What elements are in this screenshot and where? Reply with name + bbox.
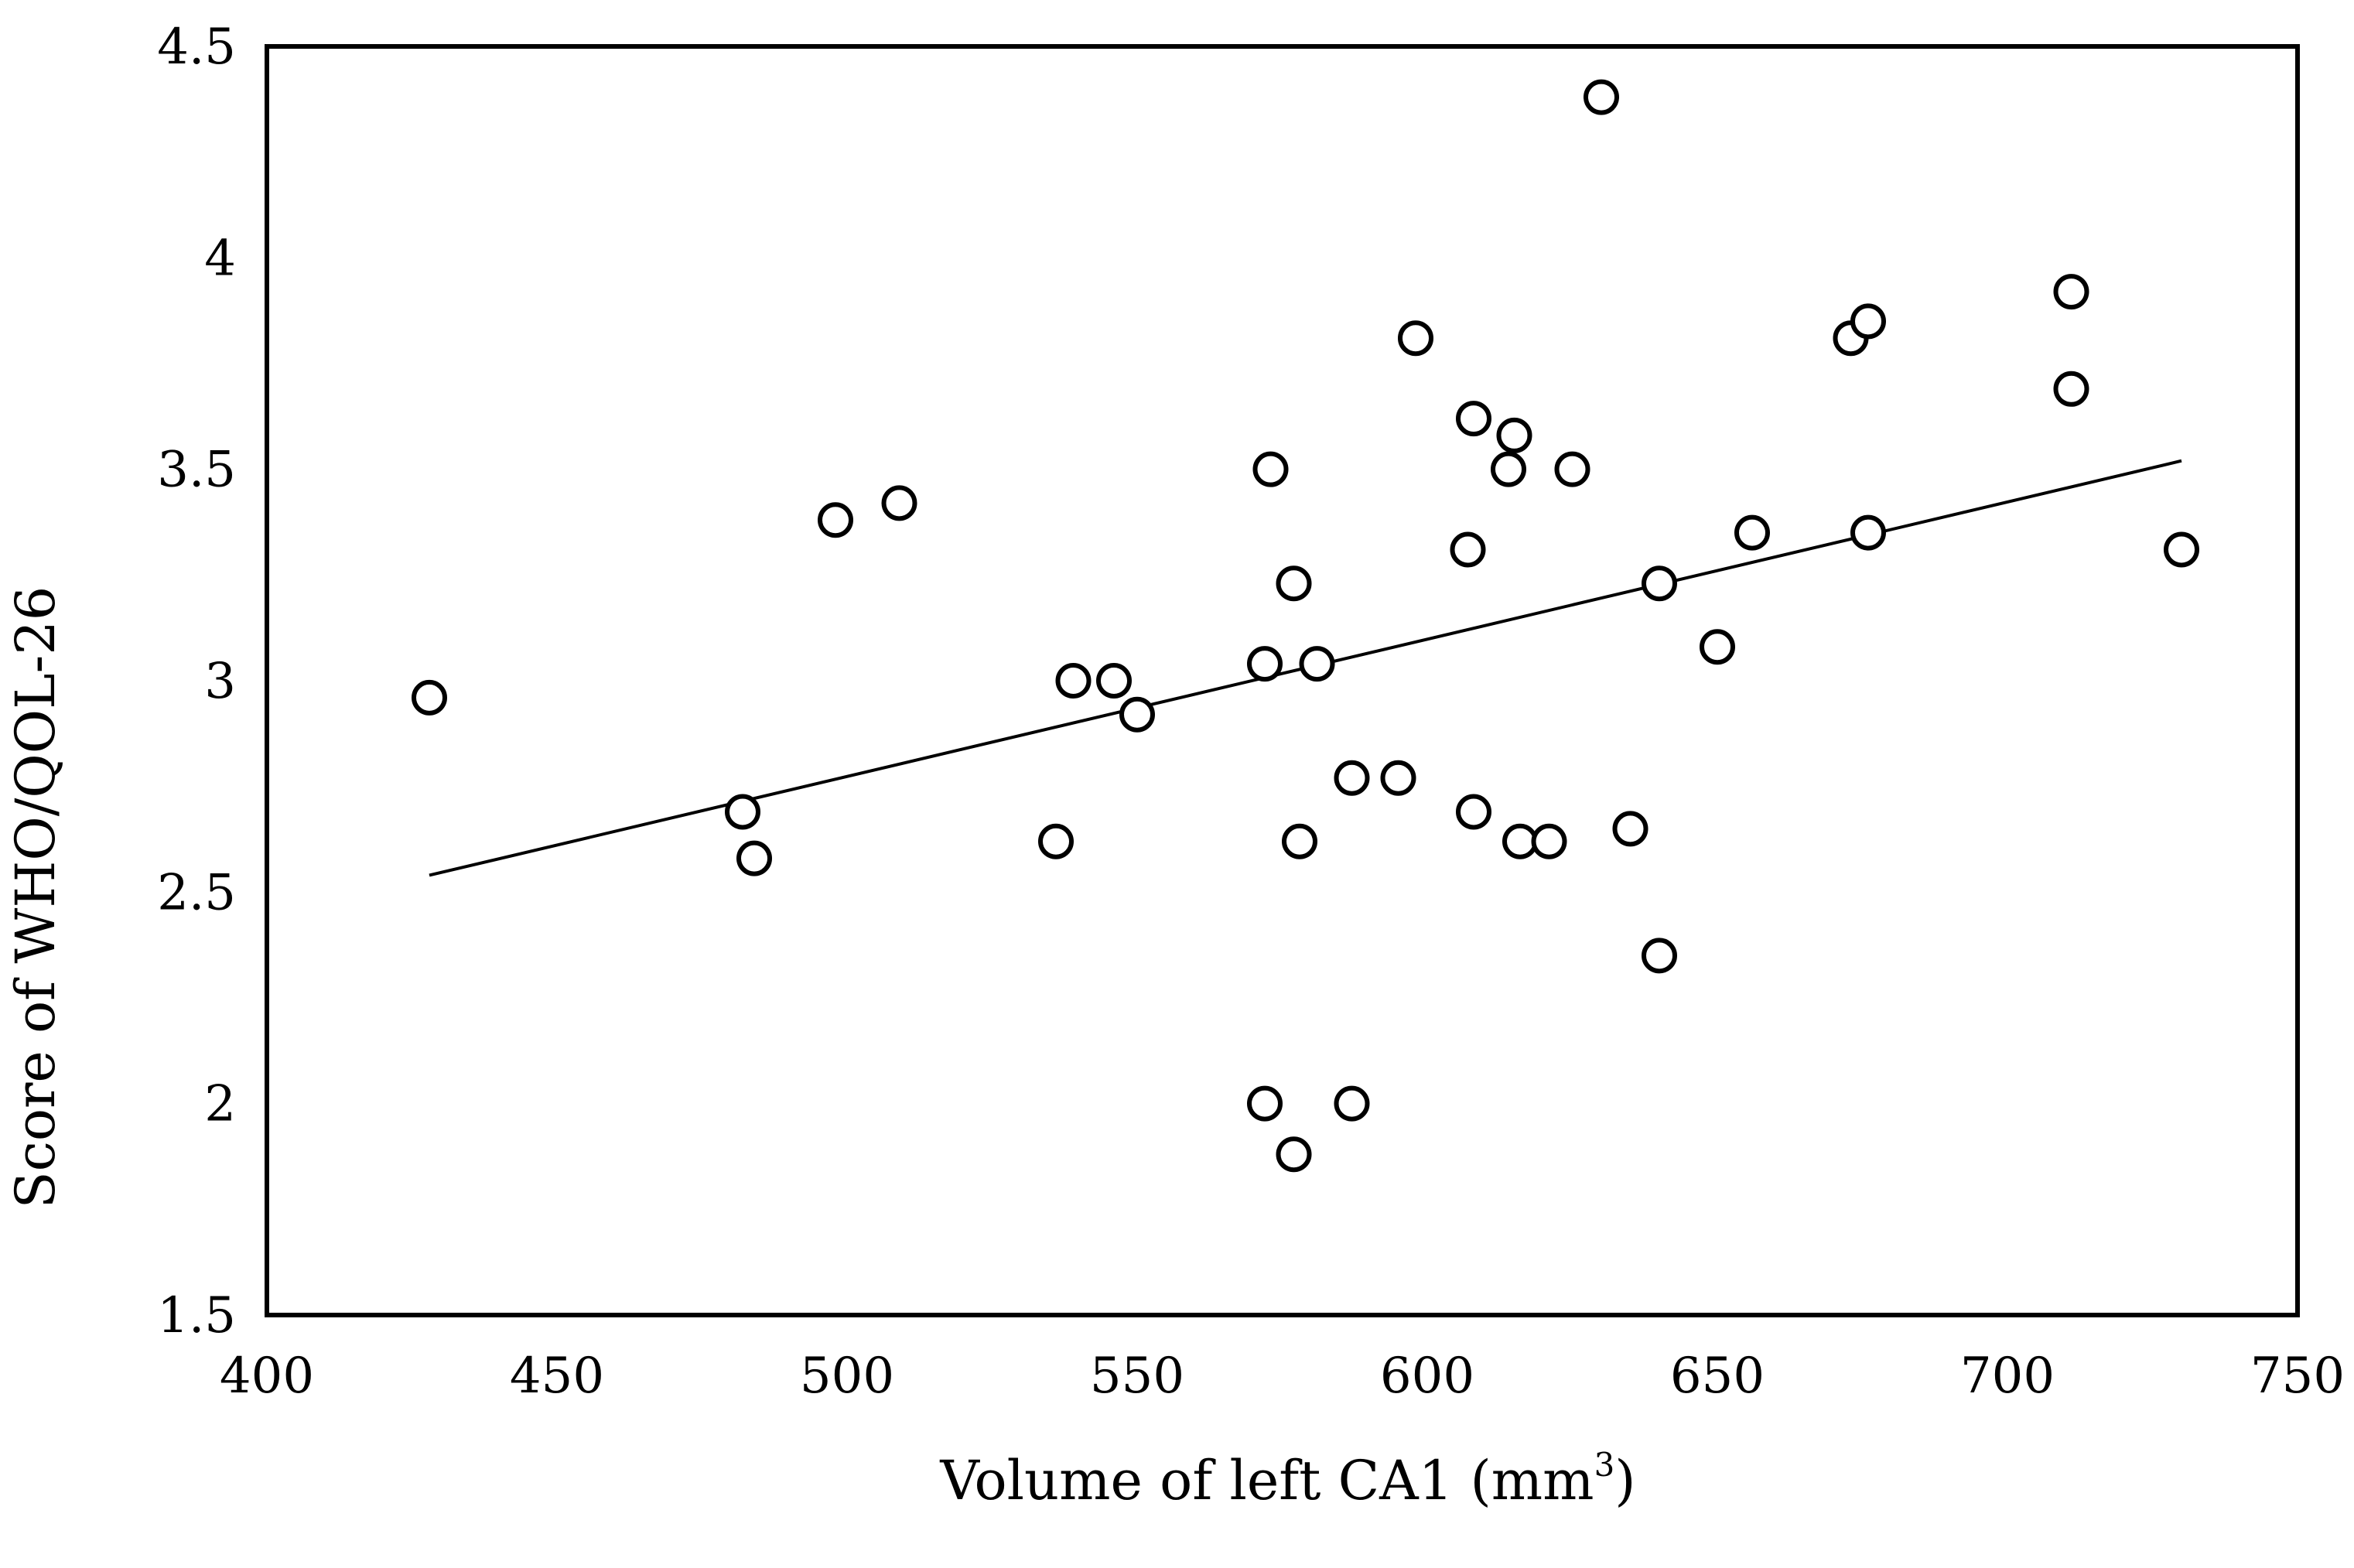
y-tick-label: 4.5 xyxy=(157,19,236,76)
data-point xyxy=(1502,823,1538,859)
data-point xyxy=(1456,794,1491,830)
data-point xyxy=(1334,760,1370,796)
data-point xyxy=(881,485,917,521)
data-point xyxy=(2053,274,2089,310)
y-tick-label: 1.5 xyxy=(157,1287,236,1344)
data-point xyxy=(1398,320,1433,357)
data-point xyxy=(1700,629,1735,665)
x-tick-label: 550 xyxy=(1090,1348,1184,1405)
data-point xyxy=(1038,823,1074,859)
x-tick-label: 700 xyxy=(1960,1348,2055,1405)
data-point xyxy=(412,679,447,716)
data-point xyxy=(1456,401,1491,437)
data-point xyxy=(1584,79,1619,115)
x-axis-label-superscript: 3 xyxy=(1594,1446,1615,1484)
x-tick-label: 450 xyxy=(510,1348,604,1405)
data-point xyxy=(1252,451,1289,487)
data-point xyxy=(1096,663,1132,699)
y-tick-label: 2.5 xyxy=(157,864,236,921)
data-point xyxy=(736,840,772,876)
data-point xyxy=(1496,417,1532,453)
data-point xyxy=(1491,451,1526,487)
y-axis-tick-labels: 1.5 2 2.5 3 3.5 4 4.5 xyxy=(157,19,236,1344)
data-point xyxy=(2164,531,2199,568)
x-tick-label: 500 xyxy=(800,1348,894,1405)
y-tick-label: 2 xyxy=(204,1076,236,1133)
data-point xyxy=(1380,760,1416,796)
y-tick-label: 3 xyxy=(204,653,236,710)
data-point xyxy=(1612,811,1648,847)
x-axis-label-close: ) xyxy=(1614,1449,1635,1512)
y-tick-label: 4 xyxy=(204,230,236,287)
data-point xyxy=(1276,565,1312,602)
data-point xyxy=(1119,696,1155,733)
data-point xyxy=(1334,1085,1370,1122)
y-axis-label: Score of WHO/QOL-26 xyxy=(4,586,67,1209)
data-point xyxy=(1850,303,1886,340)
data-point xyxy=(1642,938,1677,974)
data-point xyxy=(1554,451,1590,487)
data-point xyxy=(1531,823,1567,859)
data-point xyxy=(1276,1136,1312,1173)
data-point xyxy=(1299,646,1335,682)
x-axis-tick-labels: 400 450 500 550 600 650 700 750 xyxy=(220,1348,2345,1405)
plot-frame xyxy=(265,44,2300,1317)
x-axis-label: Volume of left CA1 (mm3) xyxy=(939,1446,1635,1512)
data-point xyxy=(1642,565,1677,602)
data-point xyxy=(818,502,853,538)
y-tick-label: 3.5 xyxy=(157,442,236,499)
x-tick-label: 600 xyxy=(1380,1348,1474,1405)
data-point xyxy=(1247,1085,1283,1122)
data-point xyxy=(725,794,760,830)
x-tick-label: 650 xyxy=(1670,1348,1765,1405)
data-point xyxy=(1055,663,1092,699)
data-point xyxy=(1247,646,1283,682)
data-point xyxy=(1734,514,1770,551)
x-tick-label: 400 xyxy=(220,1348,314,1405)
x-tick-label: 750 xyxy=(2250,1348,2345,1405)
data-points xyxy=(412,79,2199,1173)
data-point xyxy=(1282,823,1317,859)
data-point xyxy=(1850,514,1886,551)
data-point xyxy=(2053,371,2089,407)
data-point xyxy=(1450,531,1486,568)
x-axis-label-text: Volume of left CA1 (mm xyxy=(939,1449,1594,1512)
